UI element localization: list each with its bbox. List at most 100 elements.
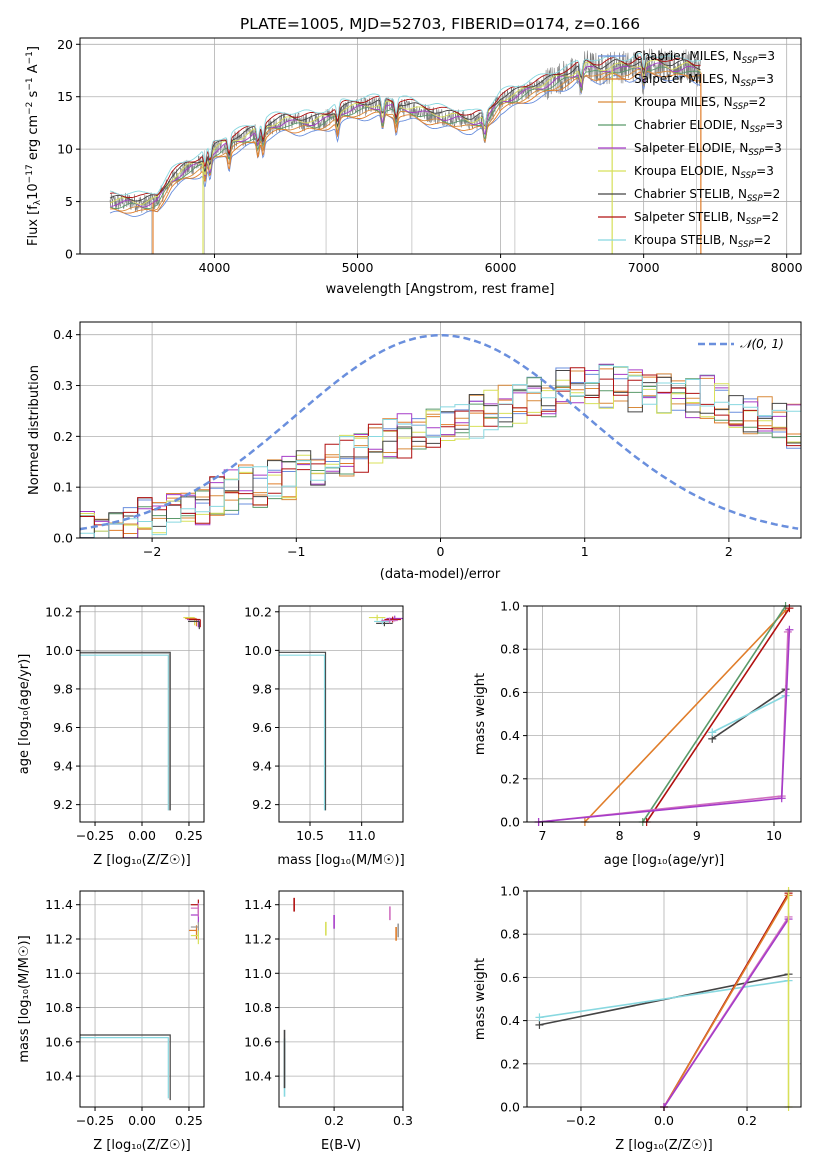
mass-vs-ebv-xtick-label: 0.3 xyxy=(393,1113,413,1128)
weight-vs-age-xtick-label: 8 xyxy=(616,828,624,843)
spectrum-model-line xyxy=(109,59,701,205)
spectrum-lines xyxy=(109,48,702,254)
residuals-histograms xyxy=(79,333,801,539)
residuals-xtick-label: 2 xyxy=(725,544,733,559)
age-vs-Z-ytick-label: 9.6 xyxy=(53,720,73,735)
weight-vs-age-ytick-label: 0.4 xyxy=(500,728,520,743)
weight-vs-Z-ytick-label: 0.6 xyxy=(500,970,520,985)
legend-label: Chabrier ELODIE, NSSP=3 xyxy=(634,118,783,135)
legend-label: Chabrier STELIB, NSSP=2 xyxy=(634,187,780,204)
spectrum-ytick-label: 20 xyxy=(57,37,73,52)
mass-vs-Z-panel: −0.25 0.00 0.25 10.4 10.6 10.8 11.0 11.2 11.4 Z … xyxy=(17,890,205,1153)
residuals-xtick-label: −2 xyxy=(143,544,161,559)
weight-vs-Z-ylabel: mass weight xyxy=(473,958,488,1040)
spectrum-ticks: 4000 5000 6000 7000 8000 0 5 10 15 20 xyxy=(57,37,803,275)
age-vs-mass-xtick-label: 10.5 xyxy=(296,828,324,843)
weight-vs-Z-xlabel: Z [log₁₀(Z/Z☉)] xyxy=(615,1138,712,1153)
weight-vs-Z-xtick-label: 0.2 xyxy=(737,1113,757,1128)
mass-vs-Z-steps xyxy=(80,899,199,1101)
weight-vs-Z-xtick-label: −0.2 xyxy=(566,1113,596,1128)
mass-vs-Z-xtick-label: −0.25 xyxy=(76,1113,114,1128)
mass-vs-Z-step xyxy=(80,1034,171,1101)
legend-label: Chabrier MILES, NSSP=3 xyxy=(634,49,775,66)
residuals-panel: −2 −1 0 1 2 0.0 0.1 0.2 0.3 0.4 (data-model)/erro… xyxy=(27,321,802,582)
mass-vs-ebv-errorbars xyxy=(283,897,399,1097)
spectrum-ytick-label: 15 xyxy=(57,89,73,104)
weight-vs-Z-lines xyxy=(535,887,793,1111)
residuals-ytick-label: 0.0 xyxy=(53,531,73,546)
spectrum-model-line xyxy=(109,52,701,196)
spectrum-model-line xyxy=(109,56,701,202)
weight-vs-age-xtick-label: 10 xyxy=(766,828,782,843)
spectrum-model-line xyxy=(109,54,701,198)
residuals-ticks: −2 −1 0 1 2 0.0 0.1 0.2 0.3 0.4 xyxy=(53,327,733,559)
weight-vs-age-xtick-label: 7 xyxy=(538,828,546,843)
weight-vs-age-ytick-label: 0.0 xyxy=(500,815,520,830)
weight-vs-age-line xyxy=(645,607,791,823)
weight-vs-age-frame xyxy=(526,605,802,823)
residuals-ylabel: Normed distribution xyxy=(27,365,42,495)
mass-vs-Z-step xyxy=(80,1036,169,1099)
weight-vs-Z-ytick-label: 0.4 xyxy=(500,1013,520,1028)
age-vs-Z-step xyxy=(80,651,171,811)
gaussian-legend-label: 𝒩(0, 1) xyxy=(740,337,784,351)
age-vs-Z-xtick-label: 0.25 xyxy=(175,828,203,843)
legend-label: Salpeter ELODIE, NSSP=3 xyxy=(634,141,782,158)
weight-vs-Z-ytick-label: 0.8 xyxy=(500,927,520,942)
age-vs-mass-ytick-label: 9.8 xyxy=(252,681,272,696)
weight-vs-Z-ytick-label: 0.0 xyxy=(500,1100,520,1115)
age-vs-mass-steps xyxy=(279,614,403,811)
spectrum-ytick-label: 5 xyxy=(65,194,73,209)
spectrum-xtick-label: 6000 xyxy=(485,260,517,275)
residuals-ytick-label: 0.4 xyxy=(53,327,73,342)
weight-vs-Z-panel: −0.2 0.0 0.2 0.0 0.2 0.4 0.6 0.8 1.0 Z [log₁₀(Z/… xyxy=(473,884,802,1153)
age-vs-mass-frame xyxy=(278,605,404,823)
age-vs-Z-xtick-label: 0.00 xyxy=(128,828,156,843)
spectrum-ytick-label: 10 xyxy=(57,142,73,157)
weight-vs-age-ytick-label: 0.6 xyxy=(500,685,520,700)
mass-vs-ebv-ytick-label: 11.0 xyxy=(244,966,272,981)
spectrum-model-line xyxy=(109,72,701,217)
weight-vs-age-ytick-label: 0.8 xyxy=(500,642,520,657)
age-vs-mass-ytick-label: 10.0 xyxy=(244,643,272,658)
mass-vs-Z-xlabel: Z [log₁₀(Z/Z☉)] xyxy=(93,1138,190,1153)
age-vs-mass-ytick-label: 9.4 xyxy=(252,759,272,774)
age-vs-Z-ytick-label: 9.4 xyxy=(53,759,73,774)
age-vs-mass-xlabel: mass [log₁₀(M/M☉)] xyxy=(277,853,404,868)
weight-vs-Z-line xyxy=(663,918,790,1108)
mass-vs-ebv-xlabel: E(B-V) xyxy=(321,1138,361,1153)
legend-label: Kroupa STELIB, NSSP=2 xyxy=(634,233,771,250)
age-vs-Z-xtick-label: −0.25 xyxy=(76,828,114,843)
weight-vs-age-xtick-label: 9 xyxy=(693,828,701,843)
age-vs-mass-ytick-label: 10.2 xyxy=(244,604,272,619)
mass-vs-Z-ytick-label: 11.2 xyxy=(45,932,73,947)
spectrum-panel: 4000 5000 6000 7000 8000 0 5 10 15 20 wavelength … xyxy=(25,37,803,297)
age-vs-mass-ytick-label: 9.6 xyxy=(252,720,272,735)
residuals-ytick-label: 0.3 xyxy=(53,378,73,393)
spectrum-xtick-label: 4000 xyxy=(199,260,231,275)
mass-vs-Z-xtick-label: 0.00 xyxy=(128,1113,156,1128)
weight-vs-age-line xyxy=(584,609,787,823)
legend-label: Kroupa MILES, NSSP=2 xyxy=(634,95,766,112)
mass-vs-Z-ytick-label: 11.4 xyxy=(45,897,73,912)
age-vs-Z-ylabel: age [log₁₀(age/yr)] xyxy=(17,654,32,775)
age-vs-Z-step xyxy=(80,652,170,811)
residuals-ytick-label: 0.1 xyxy=(53,480,73,495)
spectrum-ytick-label: 0 xyxy=(65,247,73,262)
legend-label: Kroupa ELODIE, NSSP=3 xyxy=(634,164,774,181)
residuals-xtick-label: 1 xyxy=(581,544,589,559)
gaussian-curve xyxy=(79,333,799,531)
weight-vs-age-panel: 7 8 9 10 0.0 0.2 0.4 0.6 0.8 1.0 age [log₁₀(age/y… xyxy=(473,599,802,868)
residuals-ytick-label: 0.2 xyxy=(53,429,73,444)
weight-vs-Z-line xyxy=(539,979,789,1019)
weight-vs-Z-line xyxy=(663,894,790,1108)
residuals-xtick-label: 0 xyxy=(437,544,445,559)
mass-vs-ebv-frame xyxy=(278,890,404,1108)
weight-vs-age-line xyxy=(538,629,791,823)
weight-vs-Z-ytick-label: 0.2 xyxy=(500,1056,520,1071)
mass-vs-Z-ylabel: mass [log₁₀(M/M☉)] xyxy=(17,935,32,1062)
weight-vs-age-ytick-label: 1.0 xyxy=(500,599,520,614)
weight-vs-age-xlabel: age [log₁₀(age/yr)] xyxy=(604,853,725,868)
figure-title: PLATE=1005, MJD=52703, FIBERID=0174, z=0… xyxy=(240,15,640,33)
